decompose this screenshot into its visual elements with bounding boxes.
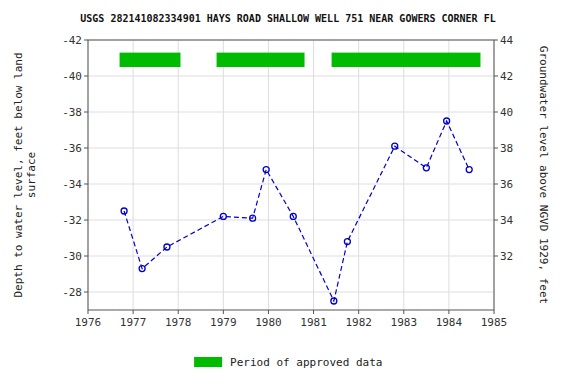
y-tick xyxy=(84,220,88,221)
data-point xyxy=(250,215,256,221)
y-tick-label: -28 xyxy=(62,286,82,299)
x-tick-label: 1978 xyxy=(165,316,192,329)
y2-tick-label: 34 xyxy=(500,214,514,227)
y2-tick xyxy=(494,220,498,221)
x-tick-label: 1982 xyxy=(345,316,372,329)
y2-tick xyxy=(494,256,498,257)
y-tick xyxy=(84,112,88,113)
y-tick-label: -30 xyxy=(62,250,82,263)
x-tick xyxy=(358,310,359,314)
x-tick-label: 1984 xyxy=(436,316,463,329)
y2-tick-label: 40 xyxy=(500,106,513,119)
legend-swatch xyxy=(194,357,222,367)
x-grid-line xyxy=(133,40,134,310)
data-layer xyxy=(120,53,481,304)
x-tick-label: 1976 xyxy=(75,316,102,329)
plot-area xyxy=(88,40,494,310)
y-grid-line xyxy=(88,220,494,221)
data-point xyxy=(263,167,269,173)
y-tick-label: -40 xyxy=(62,70,82,83)
y2-tick-label: 44 xyxy=(500,34,514,47)
y-tick-label: -38 xyxy=(62,106,82,119)
y2-tick xyxy=(494,40,498,41)
x-tick xyxy=(494,310,495,314)
x-tick-label: 1977 xyxy=(120,316,147,329)
y2-tick-label: 42 xyxy=(500,70,513,83)
data-point xyxy=(466,167,472,173)
y-tick-label: -42 xyxy=(62,34,82,47)
y-grid-line xyxy=(88,76,494,77)
y-tick xyxy=(84,148,88,149)
x-tick xyxy=(178,310,179,314)
y-tick xyxy=(84,184,88,185)
x-tick xyxy=(223,310,224,314)
y2-tick xyxy=(494,76,498,77)
y-tick-label: -36 xyxy=(62,142,82,155)
data-point xyxy=(392,143,398,149)
x-tick-label: 1979 xyxy=(210,316,237,329)
x-grid-line xyxy=(358,40,359,310)
x-grid-line xyxy=(403,40,404,310)
x-grid-line xyxy=(448,40,449,310)
y-grid-line xyxy=(88,256,494,257)
y-axis-label: Depth to water level, feet below landsur… xyxy=(12,52,38,297)
y2-tick xyxy=(494,148,498,149)
y2-tick-label: 32 xyxy=(500,250,513,263)
x-tick xyxy=(88,310,89,314)
y-tick xyxy=(84,256,88,257)
grid xyxy=(88,40,494,310)
data-point xyxy=(331,298,337,304)
y-tick xyxy=(84,40,88,41)
plot-frame xyxy=(88,40,494,310)
x-tick-label: 1981 xyxy=(300,316,327,329)
data-point xyxy=(423,165,429,171)
x-tick xyxy=(268,310,269,314)
data-point xyxy=(139,266,145,272)
data-point xyxy=(164,244,170,250)
chart: 1976 1977 1978 1979 1980 1981 1982 1983 1984 1985… xyxy=(0,0,576,384)
data-point xyxy=(290,213,296,219)
x-tick-label: 1983 xyxy=(391,316,418,329)
x-tick-label: 1985 xyxy=(481,316,508,329)
approved-period-bar xyxy=(217,53,305,67)
series-line xyxy=(124,121,469,301)
y-grid-line xyxy=(88,292,494,293)
data-point xyxy=(344,239,350,245)
data-point xyxy=(220,213,226,219)
x-tick xyxy=(448,310,449,314)
ticks: 1976 1977 1978 1979 1980 1981 1982 1983 1984 1985… xyxy=(62,34,513,329)
x-grid-line xyxy=(313,40,314,310)
x-grid-line xyxy=(223,40,224,310)
x-tick xyxy=(133,310,134,314)
title: USGS 282141082334901 HAYS ROAD SHALLOW W… xyxy=(80,13,495,24)
y2-axis-label: Groundwater level above NGVD 1929, feet xyxy=(537,46,550,304)
y-grid-line xyxy=(88,112,494,113)
x-grid-line xyxy=(178,40,179,310)
x-tick-label: 1980 xyxy=(255,316,282,329)
y-tick xyxy=(84,76,88,77)
approved-period-bar xyxy=(332,53,481,67)
legend: Period of approved data xyxy=(194,356,382,369)
x-tick xyxy=(313,310,314,314)
y-tick-label: -34 xyxy=(62,178,82,191)
data-point xyxy=(121,208,127,214)
legend-label: Period of approved data xyxy=(230,356,382,369)
y-tick xyxy=(84,292,88,293)
x-tick xyxy=(403,310,404,314)
approved-period-bar xyxy=(120,53,181,67)
y2-tick xyxy=(494,184,498,185)
y-grid-line xyxy=(88,184,494,185)
y-grid-line xyxy=(88,148,494,149)
y-tick-label: -32 xyxy=(62,214,82,227)
y2-tick xyxy=(494,112,498,113)
data-point xyxy=(444,118,450,124)
y2-tick-label: 36 xyxy=(500,178,513,191)
y2-tick-label: 38 xyxy=(500,142,513,155)
